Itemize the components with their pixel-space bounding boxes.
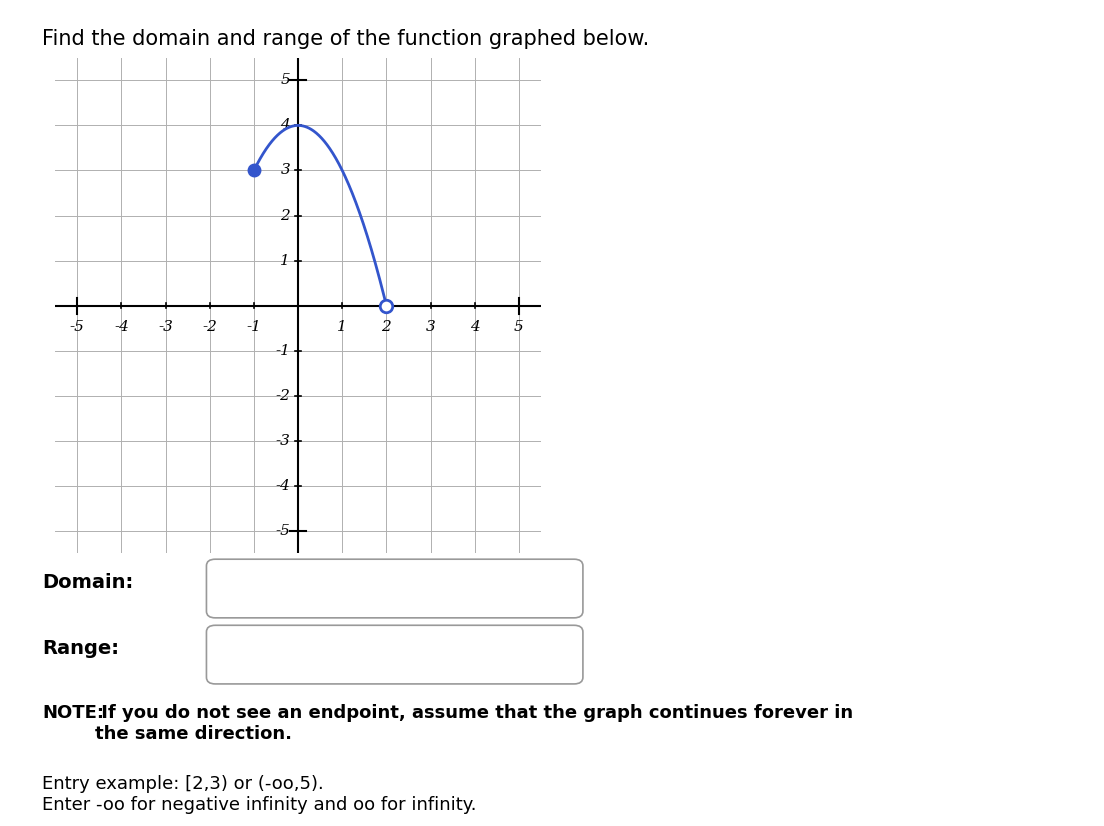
Text: If you do not see an endpoint, assume that the graph continues forever in
the sa: If you do not see an endpoint, assume th…: [95, 704, 853, 743]
Text: -2: -2: [275, 389, 290, 403]
Text: 3: 3: [426, 320, 435, 334]
Text: Find the domain and range of the function graphed below.: Find the domain and range of the functio…: [42, 29, 649, 49]
Text: -3: -3: [275, 434, 290, 448]
Text: -5: -5: [275, 524, 290, 538]
Text: Range:: Range:: [42, 638, 119, 658]
Text: -5: -5: [70, 320, 85, 334]
Text: Domain:: Domain:: [42, 572, 134, 592]
Text: -1: -1: [246, 320, 262, 334]
Text: -3: -3: [158, 320, 173, 334]
Text: -4: -4: [114, 320, 129, 334]
Text: -4: -4: [275, 479, 290, 493]
Text: 5: 5: [280, 74, 290, 88]
Text: NOTE:: NOTE:: [42, 704, 104, 722]
Text: -1: -1: [275, 344, 290, 358]
Text: 1: 1: [338, 320, 347, 334]
Text: 1: 1: [280, 254, 290, 268]
Text: 2: 2: [382, 320, 391, 334]
Text: Entry example: [2,3) or (-oo,5).
Enter -oo for negative infinity and oo for infi: Entry example: [2,3) or (-oo,5). Enter -…: [42, 775, 477, 814]
Text: 4: 4: [280, 118, 290, 132]
Text: 2: 2: [280, 208, 290, 222]
Text: 5: 5: [514, 320, 523, 334]
Text: 4: 4: [470, 320, 479, 334]
Text: -2: -2: [202, 320, 217, 334]
Text: 3: 3: [280, 164, 290, 178]
